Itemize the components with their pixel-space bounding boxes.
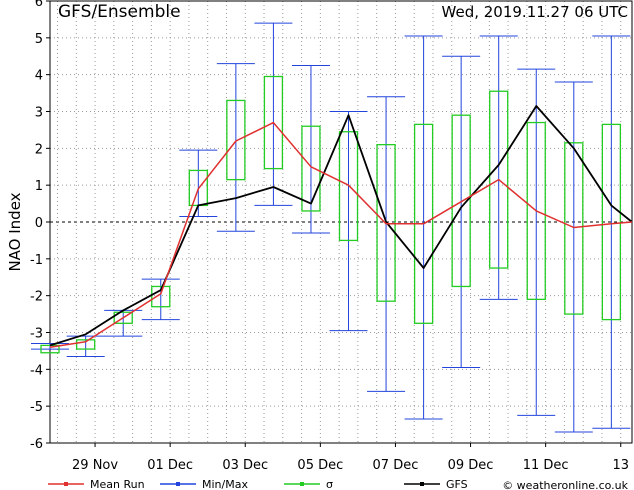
credit-text: © weatheronline.co.uk (502, 479, 628, 490)
y-tick-label: 1 (35, 179, 43, 194)
y-tick-label: 0 (35, 216, 43, 231)
y-tick-label: 3 (35, 106, 43, 121)
x-tick-label: 29 Nov (72, 458, 118, 473)
x-tick-label: 07 Dec (373, 458, 419, 473)
y-tick-label: 5 (35, 32, 43, 47)
y-tick-label: 6 (35, 0, 43, 10)
x-tick-label: 05 Dec (297, 458, 343, 473)
series-line-mean (49, 121, 633, 348)
chart-timestamp: Wed, 2019.11.27 06 UTC (442, 3, 628, 21)
sigma-box (376, 143, 396, 302)
legend-marker-minmax (176, 482, 180, 486)
y-tick-label: -3 (30, 327, 43, 342)
sigma-box (451, 114, 471, 288)
legend-marker-mean (64, 482, 68, 486)
sigma-box (338, 131, 359, 242)
x-tick-label: 01 Dec (147, 458, 193, 473)
y-tick-label: -1 (30, 253, 43, 268)
sigma-box (226, 99, 246, 181)
sigma-box (76, 339, 96, 350)
legend-label-minmax: Min/Max (202, 478, 248, 490)
y-axis-label: NAO Index (6, 192, 24, 271)
y-tick-label: 4 (35, 69, 43, 84)
x-tick-label: 11 Dec (523, 458, 569, 473)
series-lines (49, 105, 633, 348)
sigma-box (113, 311, 133, 324)
ensemble-boxes (31, 22, 631, 433)
sigma-box (526, 121, 546, 301)
series-line-gfs (49, 105, 633, 347)
y-tick-label: -2 (30, 290, 43, 305)
x-tick-label: 09 Dec (448, 458, 494, 473)
x-tick-label: 03 Dec (222, 458, 268, 473)
legend-marker-sigma (300, 482, 304, 486)
y-tick-label: -5 (30, 400, 43, 415)
legend-label-mean: Mean Run (90, 478, 145, 490)
x-tick-label: 13 (612, 458, 629, 473)
y-tick-label: -4 (30, 363, 43, 378)
legend-label-sigma: σ (326, 478, 333, 490)
legend-marker-gfs (420, 482, 424, 486)
y-tick-label: -6 (30, 437, 43, 452)
legend: Mean Run Min/Max σ GFS (48, 478, 468, 490)
legend-label-gfs: GFS (446, 478, 468, 490)
y-tick-label: 2 (35, 142, 43, 157)
sigma-box (263, 75, 284, 170)
tick-labels: -6 -5 -4 -3 -2 -1 0 1 2 3 4 5 6 29 Nov 01 Dec 03 Dec 05 … (30, 0, 629, 473)
sigma-box (564, 142, 584, 315)
sigma-box (301, 125, 321, 212)
sigma-box (601, 123, 621, 321)
sigma-box (151, 285, 171, 308)
chart-title: GFS/Ensemble (58, 2, 181, 22)
sigma-box (489, 90, 509, 269)
